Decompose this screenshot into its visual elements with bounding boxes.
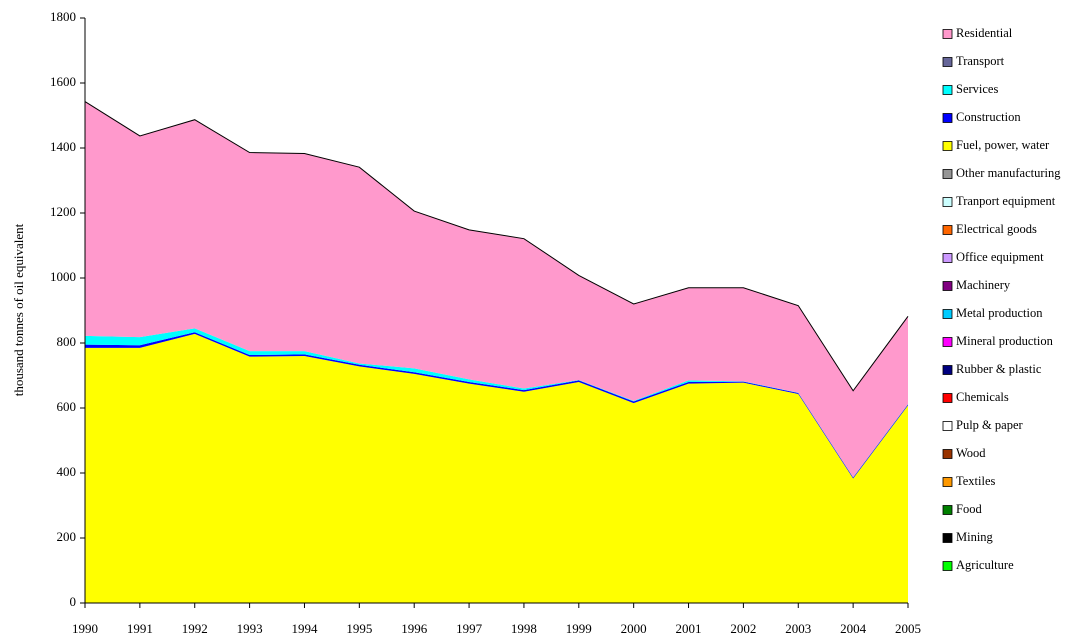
y-tick-label: 200 (57, 529, 77, 544)
legend-swatch (942, 505, 953, 515)
x-tick-label: 1999 (566, 621, 592, 636)
x-tick-label: 1994 (291, 621, 318, 636)
x-tick-label: 1996 (401, 621, 428, 636)
legend-swatch (942, 477, 953, 487)
legend-label: Services (956, 82, 998, 96)
x-tick-label: 2001 (676, 621, 702, 636)
legend-swatch (942, 85, 953, 95)
area (85, 101, 908, 478)
legend-swatch (942, 169, 953, 179)
legend-label: Office equipment (956, 250, 1044, 264)
y-tick-label: 1600 (50, 74, 76, 89)
x-tick-label: 2003 (785, 621, 811, 636)
legend-label: Residential (956, 26, 1013, 40)
x-tick-label: 1995 (346, 621, 372, 636)
legend-label: Machinery (956, 278, 1011, 292)
y-tick-label: 0 (70, 594, 77, 609)
legend-label: Rubber & plastic (956, 362, 1042, 376)
legend-label: Food (956, 502, 982, 516)
legend-swatch (942, 365, 953, 375)
legend-swatch (942, 57, 953, 67)
legend-label: Mining (956, 530, 994, 544)
x-tick-label: 1993 (237, 621, 263, 636)
legend-swatch (942, 141, 953, 151)
legend-label: Other manufacturing (956, 166, 1061, 180)
x-tick-label: 1992 (182, 621, 208, 636)
x-tick-label: 2005 (895, 621, 921, 636)
legend-label: Tranport equipment (956, 194, 1056, 208)
legend-swatch (942, 253, 953, 263)
legend-swatch (942, 533, 953, 543)
legend-label: Transport (956, 54, 1005, 68)
x-tick-label: 2000 (621, 621, 647, 636)
legend-label: Chemicals (956, 390, 1009, 404)
y-tick-label: 800 (57, 334, 77, 349)
legend-swatch (942, 225, 953, 235)
legend-label: Agriculture (956, 558, 1014, 572)
legend-swatch (942, 421, 953, 431)
x-tick-label: 1997 (456, 621, 483, 636)
legend-swatch (942, 281, 953, 291)
y-tick-label: 1800 (50, 9, 76, 24)
x-tick-label: 2004 (840, 621, 867, 636)
legend-label: Pulp & paper (956, 418, 1023, 432)
x-tick-label: 1991 (127, 621, 153, 636)
legend-label: Electrical goods (956, 222, 1037, 236)
x-tick-label: 1990 (72, 621, 98, 636)
y-tick-label: 1000 (50, 269, 76, 284)
legend-swatch (942, 113, 953, 123)
legend-swatch (942, 449, 953, 459)
legend-swatch (942, 197, 953, 207)
legend-label: Fuel, power, water (956, 138, 1050, 152)
legend-label: Construction (956, 110, 1021, 124)
y-tick-label: 1400 (50, 139, 76, 154)
legend-swatch (942, 29, 953, 39)
legend: Residential Transport Services Construction… (942, 26, 1061, 572)
area (85, 333, 908, 603)
legend-swatch (942, 337, 953, 347)
legend-swatch (942, 561, 953, 571)
legend-swatch (942, 393, 953, 403)
x-tick-label: 2002 (730, 621, 756, 636)
y-tick-label: 1200 (50, 204, 76, 219)
y-axis-label: thousand tonnes of oil equivalent (11, 223, 26, 396)
legend-label: Metal production (956, 306, 1043, 320)
legend-label: Mineral production (956, 334, 1054, 348)
area-outline (84, 101, 909, 392)
y-tick-label: 400 (57, 464, 77, 479)
y-tick-label: 600 (57, 399, 77, 414)
legend-label: Textiles (956, 474, 996, 488)
legend-swatch (942, 309, 953, 319)
x-tick-label: 1998 (511, 621, 537, 636)
legend-label: Wood (956, 446, 986, 460)
